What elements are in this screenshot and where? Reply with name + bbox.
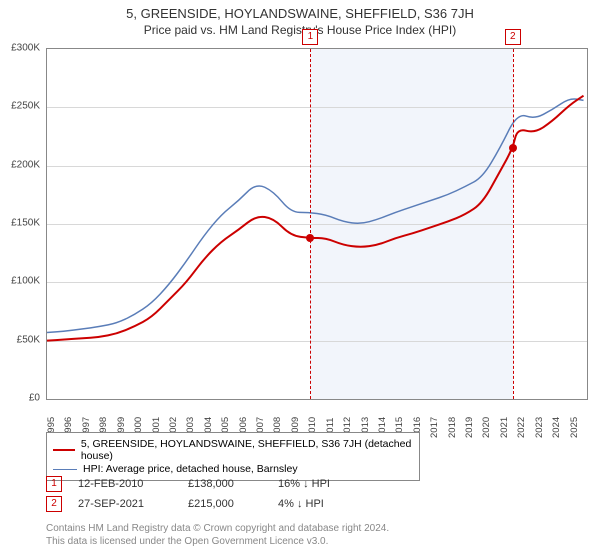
line-chart-svg <box>47 49 587 399</box>
sale-marker-badge: 2 <box>505 29 521 45</box>
plot-area: 12 <box>46 48 588 400</box>
y-tick-label: £200K <box>11 159 40 170</box>
transaction-diff: 4% ↓ HPI <box>278 498 324 510</box>
x-tick-label: 2018 <box>447 417 458 438</box>
y-tick-label: £0 <box>29 393 40 404</box>
legend: 5, GREENSIDE, HOYLANDSWAINE, SHEFFIELD, … <box>46 432 420 481</box>
series-property <box>47 96 584 341</box>
transaction-row: 1 12-FEB-2010£138,00016% ↓ HPI <box>46 476 330 492</box>
sale-marker-line <box>310 49 311 399</box>
y-tick-label: £50K <box>17 334 40 345</box>
sale-data-point <box>306 234 314 242</box>
y-axis-labels: £0£50K£100K£150K£200K£250K£300K <box>0 48 44 398</box>
x-tick-label: 2019 <box>464 417 475 438</box>
legend-swatch <box>53 469 77 470</box>
legend-item: 5, GREENSIDE, HOYLANDSWAINE, SHEFFIELD, … <box>53 438 413 462</box>
copyright-line1: Contains HM Land Registry data © Crown c… <box>46 522 389 535</box>
chart-title: 5, GREENSIDE, HOYLANDSWAINE, SHEFFIELD, … <box>0 6 600 21</box>
transaction-badge: 2 <box>46 496 62 512</box>
sale-marker-badge: 1 <box>302 29 318 45</box>
y-tick-label: £300K <box>11 43 40 54</box>
y-tick-label: £250K <box>11 101 40 112</box>
transaction-date: 27-SEP-2021 <box>78 498 188 510</box>
sale-data-point <box>509 144 517 152</box>
x-axis-labels: 1995199619971998199920002001200220032004… <box>46 400 586 430</box>
transaction-date: 12-FEB-2010 <box>78 478 188 490</box>
transactions-table: 1 12-FEB-2010£138,00016% ↓ HPI 2 27-SEP-202… <box>46 476 330 516</box>
transaction-price: £215,000 <box>188 498 278 510</box>
copyright-notice: Contains HM Land Registry data © Crown c… <box>46 522 389 548</box>
x-tick-label: 2020 <box>481 417 492 438</box>
transaction-price: £138,000 <box>188 478 278 490</box>
x-tick-label: 2022 <box>516 417 527 438</box>
y-tick-label: £150K <box>11 218 40 229</box>
legend-swatch <box>53 449 75 451</box>
copyright-line2: This data is licensed under the Open Gov… <box>46 535 389 548</box>
x-tick-label: 2024 <box>551 417 562 438</box>
sale-marker-line <box>513 49 514 399</box>
x-tick-label: 2017 <box>429 417 440 438</box>
x-tick-label: 2023 <box>534 417 545 438</box>
legend-item: HPI: Average price, detached house, Barn… <box>53 463 413 475</box>
y-tick-label: £100K <box>11 276 40 287</box>
chart-container: 5, GREENSIDE, HOYLANDSWAINE, SHEFFIELD, … <box>0 0 600 560</box>
x-tick-label: 2021 <box>499 417 510 438</box>
transaction-row: 2 27-SEP-2021£215,0004% ↓ HPI <box>46 496 330 512</box>
transaction-diff: 16% ↓ HPI <box>278 478 330 490</box>
legend-label: HPI: Average price, detached house, Barn… <box>83 463 298 475</box>
x-tick-label: 2025 <box>569 417 580 438</box>
transaction-badge: 1 <box>46 476 62 492</box>
series-hpi <box>47 99 584 333</box>
legend-label: 5, GREENSIDE, HOYLANDSWAINE, SHEFFIELD, … <box>81 438 413 462</box>
